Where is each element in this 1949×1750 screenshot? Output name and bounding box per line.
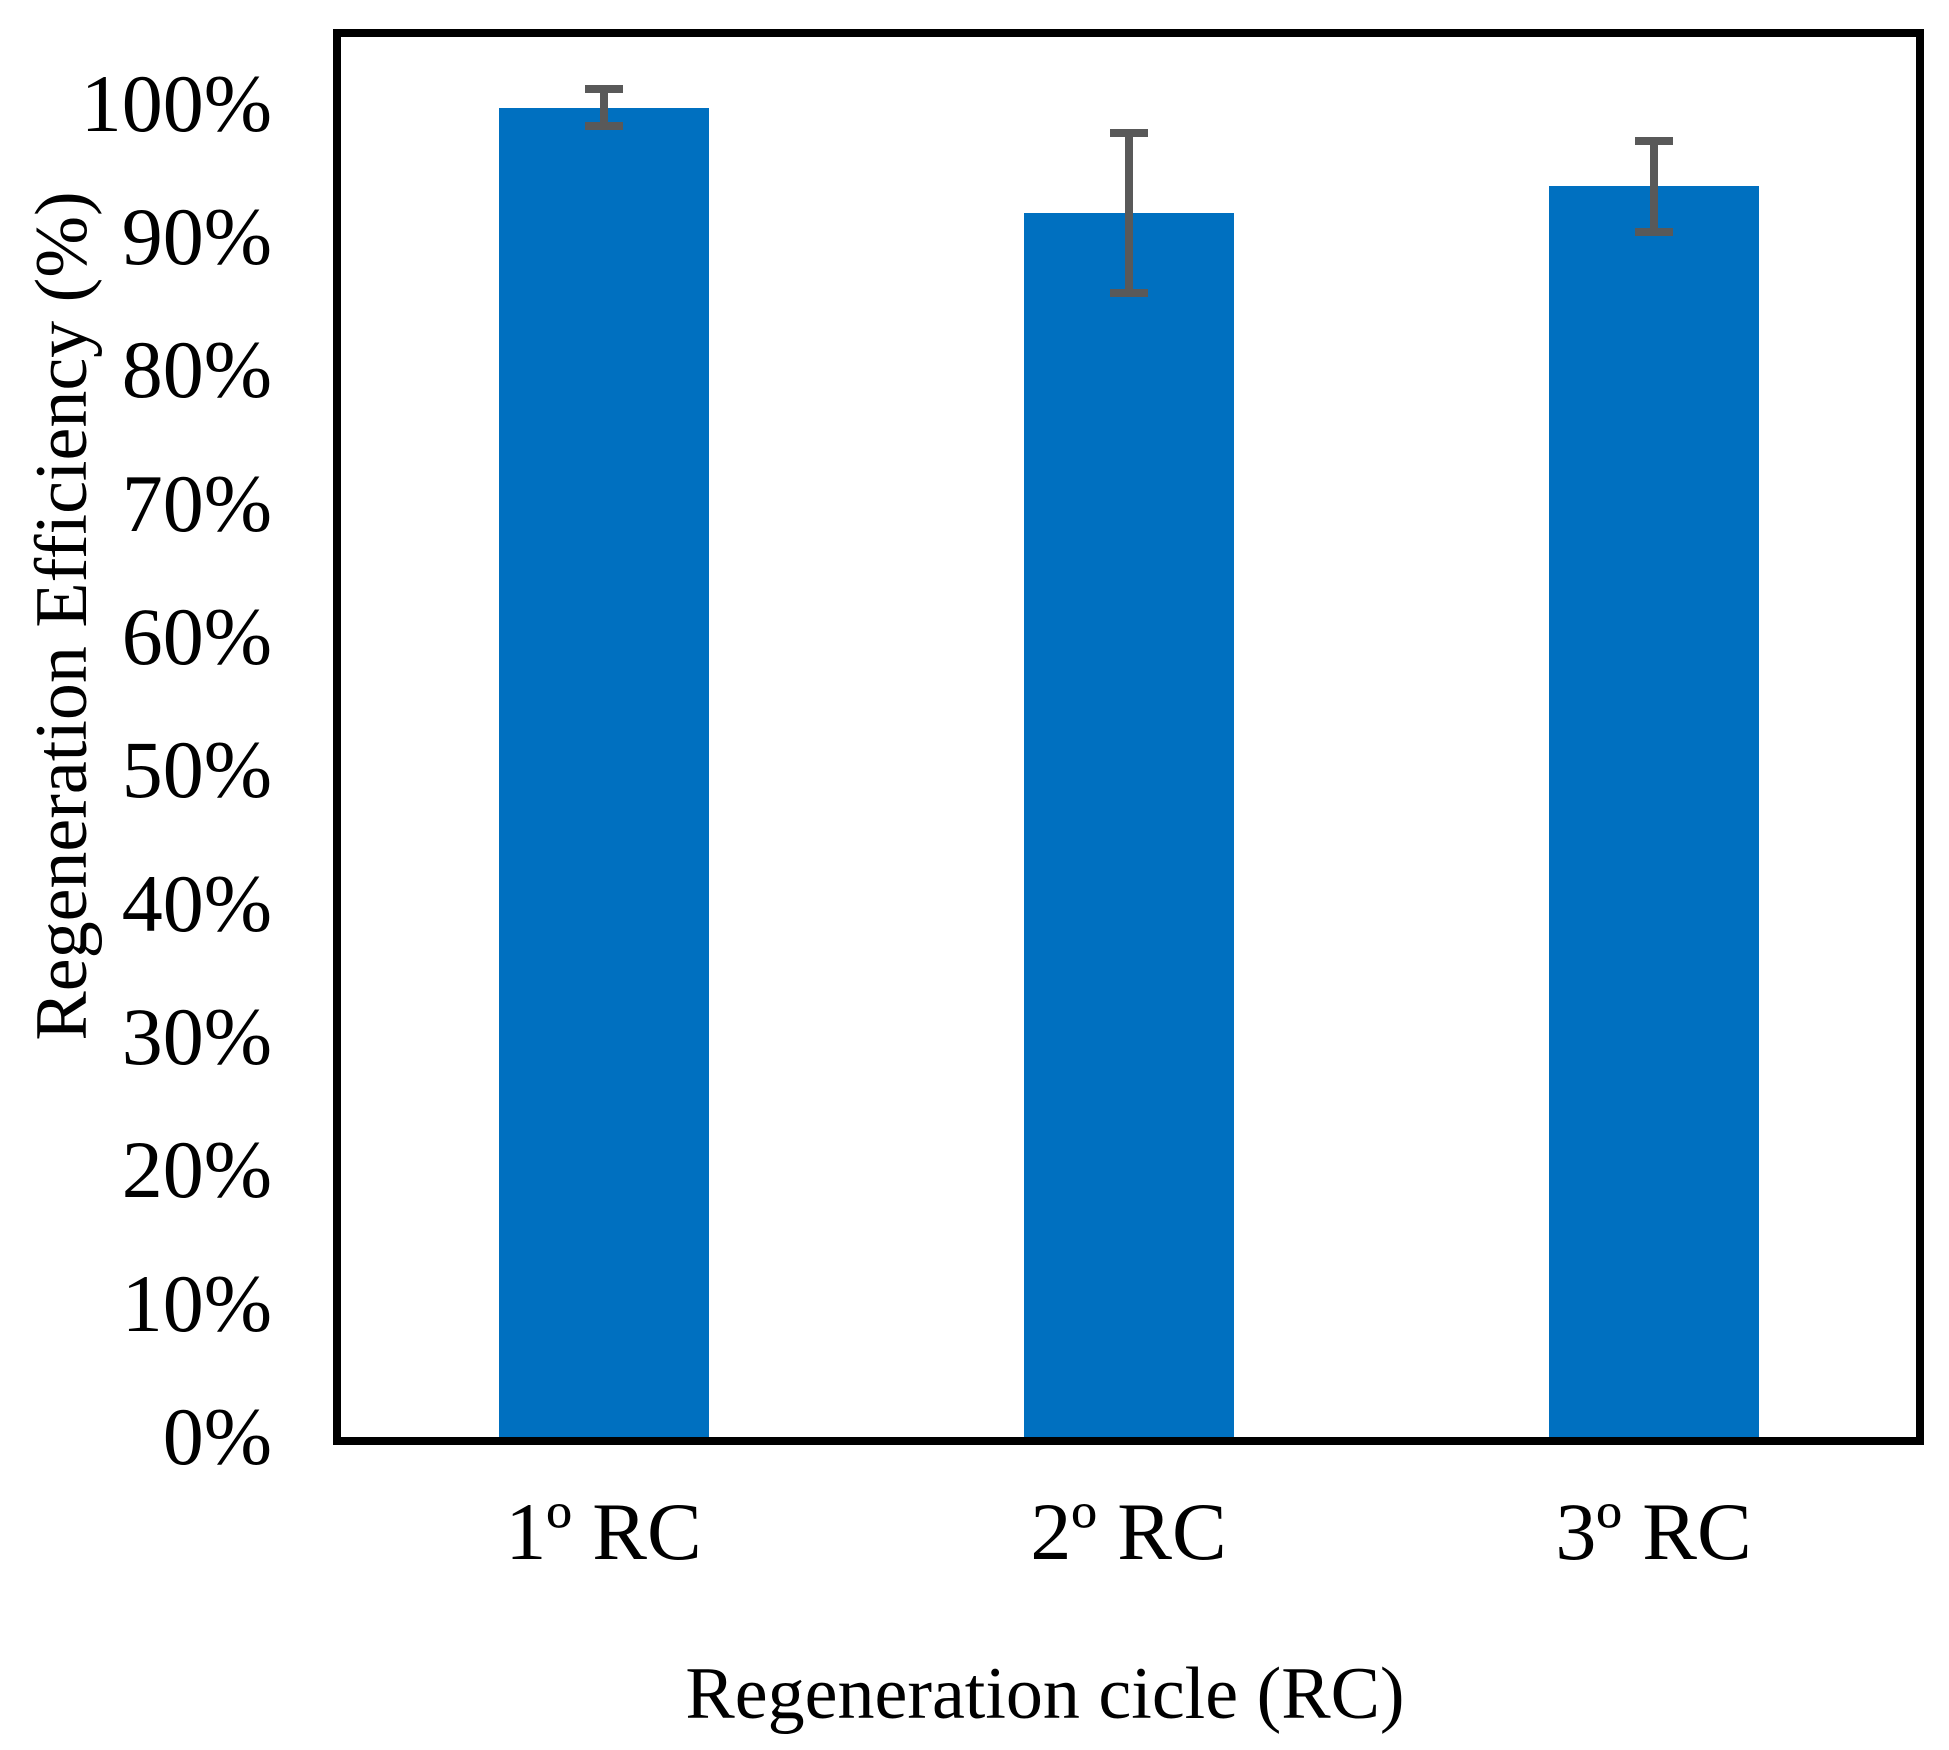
x-axis-title: Regeneration cicle (RC) bbox=[685, 1653, 1405, 1735]
x-axis-category-label: 2º RC bbox=[1030, 1486, 1227, 1577]
y-axis-tick-label: 0% bbox=[162, 1391, 272, 1482]
y-axis-tick-label: 10% bbox=[121, 1257, 272, 1349]
y-axis-title: Regeneration Efficiency (%) bbox=[21, 191, 103, 1041]
x-axis-category-label: 3º RC bbox=[1555, 1486, 1752, 1577]
plot-area bbox=[333, 29, 1924, 1445]
x-axis-category-label: 1º RC bbox=[505, 1486, 702, 1577]
y-axis-tick-label: 20% bbox=[121, 1124, 272, 1216]
y-axis-tick-label: 100% bbox=[80, 57, 272, 149]
